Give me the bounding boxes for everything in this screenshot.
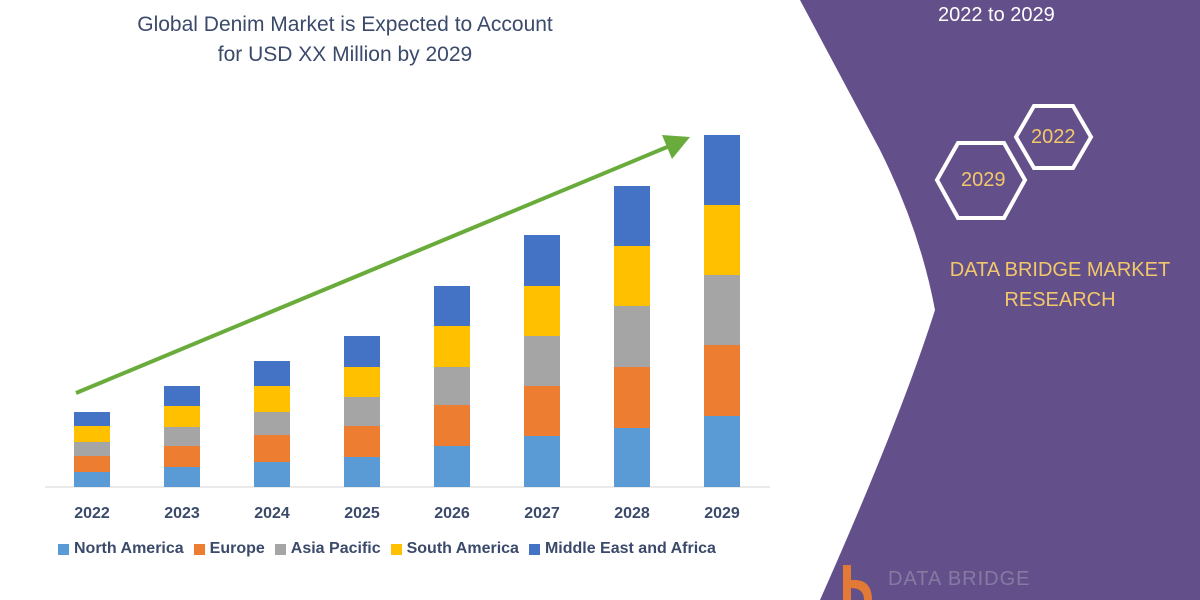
x-tick-label: 2023	[164, 505, 200, 522]
hexagon-2029	[934, 141, 1028, 220]
x-tick-label: 2022	[74, 505, 110, 522]
bar-segment-2024-north-america	[254, 462, 290, 487]
legend: North America Europe Asia Pacific South Ame…	[58, 540, 716, 558]
legend-item: South America	[390, 540, 519, 558]
legend-swatch	[193, 543, 205, 555]
legend-label: South America	[406, 540, 519, 557]
bar-segment-2026-middle-east-and-africa	[434, 286, 470, 326]
bar-segment-2029-middle-east-and-africa	[704, 135, 740, 205]
bar-segment-2029-asia-pacific	[704, 275, 740, 345]
bar-segment-2022-asia-pacific	[74, 442, 110, 456]
bar-segment-2028-europe	[614, 367, 650, 428]
x-tick-label: 2027	[524, 505, 560, 522]
legend-item: Europe	[193, 540, 265, 558]
hexagon-2022	[1013, 104, 1094, 170]
brand-name: DATA BRIDGE MARKET RESEARCH	[949, 259, 1171, 311]
logo-text: DATA BRIDGE	[888, 568, 1031, 590]
hex-label-2022: 2022	[1031, 126, 1076, 148]
trend-arrow-head-icon	[662, 135, 690, 159]
x-tick-label: 2024	[254, 505, 290, 522]
bar-segment-2028-middle-east-and-africa	[614, 186, 650, 246]
bar-segment-2026-north-america	[434, 446, 470, 487]
trend-arrow-line	[75, 143, 673, 395]
bar-segment-2027-north-america	[524, 436, 560, 487]
legend-swatch	[58, 543, 69, 555]
bar-segment-2028-asia-pacific	[614, 306, 650, 367]
bar-segment-2024-middle-east-and-africa	[254, 361, 290, 386]
legend-label: Europe	[209, 540, 265, 557]
x-tick-label: 2025	[344, 505, 380, 522]
legend-label: Asia Pacific	[290, 540, 381, 557]
bar-segment-2028-south-america	[614, 246, 650, 306]
bar-segment-2023-asia-pacific	[164, 427, 200, 446]
bar-segment-2024-europe	[254, 435, 290, 462]
bar-segment-2025-asia-pacific	[344, 397, 380, 426]
bar-segment-2026-europe	[434, 405, 470, 446]
bar-segment-2028-north-america	[614, 428, 650, 487]
legend-item: North America	[58, 540, 184, 558]
bar-segment-2026-south-america	[434, 326, 470, 367]
bar-segment-2025-south-america	[344, 367, 380, 397]
legend-label: North America	[74, 540, 184, 557]
bar-segment-2025-europe	[344, 426, 380, 457]
bar-segment-2027-middle-east-and-africa	[524, 235, 560, 286]
legend-label: Middle East and Africa	[544, 540, 716, 557]
bar-segment-2029-north-america	[704, 416, 740, 487]
chart-title: Global Denim Market is Expected to Accou…	[137, 13, 553, 66]
bar-segment-2024-south-america	[254, 386, 290, 412]
bar-segment-2023-south-america	[164, 406, 200, 427]
bar-segment-2022-middle-east-and-africa	[74, 412, 110, 426]
bar-segment-2026-asia-pacific	[434, 367, 470, 405]
x-tick-label: 2028	[614, 505, 650, 522]
legend-item: Asia Pacific	[274, 540, 381, 558]
bar-segment-2027-south-america	[524, 286, 560, 336]
bar-segment-2023-europe	[164, 446, 200, 467]
stacked-bar-chart: 2022 2023 2024 2025 2026 2027 2028 2029	[45, 135, 770, 522]
x-tick-label: 2029	[704, 505, 740, 522]
bar-segment-2025-north-america	[344, 457, 380, 487]
bar-segment-2022-north-america	[74, 472, 110, 487]
bar-segment-2027-asia-pacific	[524, 336, 560, 386]
bar-segment-2023-middle-east-and-africa	[164, 386, 200, 406]
legend-item: Middle East and Africa	[528, 540, 716, 558]
bar-segment-2027-europe	[524, 386, 560, 436]
bar-segment-2023-north-america	[164, 467, 200, 487]
bar-segment-2025-middle-east-and-africa	[344, 336, 380, 367]
legend-swatch	[274, 543, 286, 555]
bar-segment-2029-south-america	[704, 205, 740, 275]
legend-swatch	[528, 543, 540, 555]
bar-segment-2022-south-america	[74, 426, 110, 442]
bar-segment-2024-asia-pacific	[254, 412, 290, 435]
bar-segment-2022-europe	[74, 456, 110, 472]
bar-segment-2029-europe	[704, 345, 740, 416]
hex-label-2029: 2029	[961, 169, 1006, 191]
x-tick-label: 2026	[434, 505, 470, 522]
logo-icon	[843, 565, 872, 600]
period-text: 2022 to 2029	[938, 4, 1055, 26]
legend-swatch	[390, 543, 402, 555]
